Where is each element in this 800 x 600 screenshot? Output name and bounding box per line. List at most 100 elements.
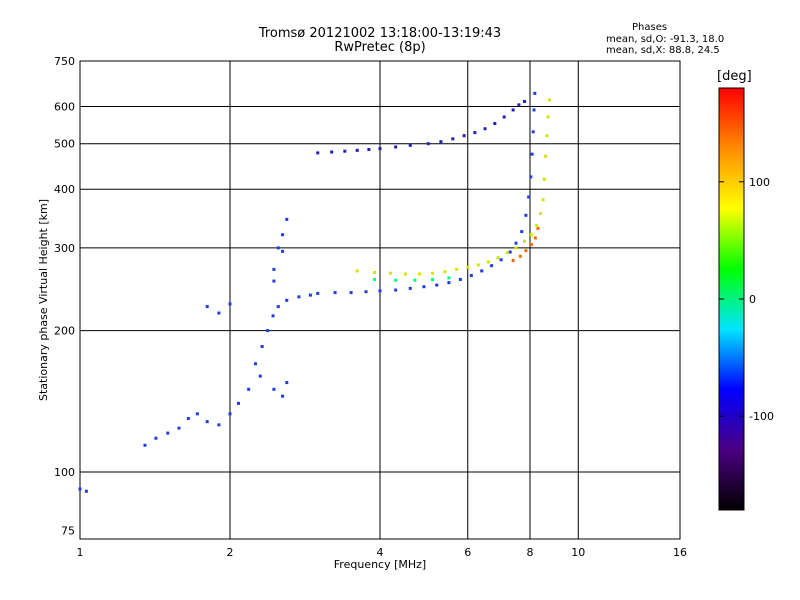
colorbar-tick-label: 100 — [749, 176, 770, 189]
y-tick-label: 75 — [61, 525, 75, 538]
chart-title: Tromsø 20121002 13:18:00-13:19:43 — [258, 26, 502, 41]
data-point — [455, 267, 459, 271]
data-point — [529, 233, 533, 237]
y-tick-label: 100 — [54, 466, 75, 479]
data-point — [518, 254, 522, 258]
data-point — [480, 269, 484, 273]
colorbar-tick-label: 0 — [749, 293, 756, 306]
data-point — [195, 412, 199, 416]
data-point — [546, 115, 550, 119]
data-point — [394, 145, 398, 149]
data-point — [143, 443, 147, 447]
data-point — [431, 277, 435, 281]
chart-subtitle: RwPretec (8p) — [334, 40, 426, 55]
data-point — [469, 274, 473, 278]
x-axis-label: Frequency [MHz] — [334, 558, 426, 571]
data-point — [483, 127, 487, 131]
data-point — [435, 283, 439, 287]
data-point — [524, 249, 528, 253]
data-point — [271, 314, 275, 318]
data-point — [443, 270, 447, 274]
data-point — [316, 291, 320, 295]
data-point — [514, 241, 518, 245]
data-point — [502, 115, 506, 119]
x-tick-label: 4 — [377, 546, 384, 559]
data-point — [413, 278, 417, 282]
phase-box-title: Phases — [632, 22, 668, 33]
y-tick-label: 500 — [54, 138, 75, 151]
data-point — [533, 236, 537, 240]
data-point — [373, 277, 377, 281]
data-point — [505, 251, 509, 255]
data-point — [272, 279, 276, 283]
data-point — [535, 223, 539, 227]
data-point — [403, 272, 407, 276]
colorbar-tick-label: -100 — [749, 410, 774, 423]
plot-area-frame — [79, 60, 681, 540]
data-point — [458, 277, 462, 281]
data-point — [544, 154, 548, 158]
phase-x-stats: mean, sd,X: 88.8, 24.5 — [606, 45, 720, 56]
y-tick-label: 400 — [54, 183, 75, 196]
data-point — [330, 150, 334, 154]
data-point — [511, 259, 515, 263]
data-point — [408, 286, 412, 290]
data-point — [343, 149, 347, 153]
phase-o-stats: mean, sd,O: -91.3, 18.0 — [606, 34, 725, 45]
data-point — [154, 436, 158, 440]
x-tick-label: 10 — [571, 546, 585, 559]
data-point — [496, 256, 500, 260]
data-point — [260, 345, 264, 349]
data-point — [285, 381, 289, 385]
data-point — [531, 130, 535, 134]
data-point — [355, 148, 359, 152]
colorbar-ticks: -100 0 100 — [719, 176, 774, 423]
data-point — [308, 293, 312, 297]
data-point — [493, 122, 497, 126]
data-point — [285, 298, 289, 302]
grid-lines — [80, 61, 680, 539]
data-point — [476, 263, 480, 267]
data-point — [462, 134, 466, 138]
data-point — [520, 230, 524, 234]
data-point — [539, 212, 543, 216]
data-point — [389, 271, 393, 275]
x-tick-label: 16 — [673, 546, 687, 559]
data-point — [228, 412, 232, 416]
x-tick-label: 1 — [77, 546, 84, 559]
data-point — [394, 278, 398, 282]
y-tick-label: 300 — [54, 242, 75, 255]
y-axis-label: Stationary phase Virtual Height [km] — [37, 199, 50, 401]
data-point — [367, 147, 371, 151]
data-point — [547, 98, 551, 102]
x-tick-label: 6 — [464, 546, 471, 559]
y-axis-ticks: 75 100 200 300 400 500 600 750 — [54, 55, 75, 538]
data-point — [536, 226, 540, 230]
data-point — [490, 264, 494, 268]
data-point — [355, 269, 359, 273]
data-point — [473, 131, 477, 135]
data-point — [276, 305, 280, 309]
data-point — [276, 246, 280, 250]
data-point — [529, 175, 533, 179]
x-tick-label: 8 — [527, 546, 534, 559]
x-axis-ticks: 1 2 4 6 8 10 16 — [77, 546, 688, 559]
data-point — [373, 270, 377, 274]
data-point — [177, 426, 181, 430]
data-point — [378, 147, 382, 151]
data-point — [523, 99, 527, 103]
data-point — [417, 272, 421, 276]
data-point — [545, 134, 549, 138]
data-point — [532, 108, 536, 112]
data-point — [499, 258, 503, 262]
data-point — [533, 91, 537, 95]
data-point — [439, 140, 443, 144]
data-point — [166, 431, 170, 435]
y-tick-label: 750 — [54, 55, 75, 68]
data-point — [217, 311, 221, 315]
data-point — [272, 387, 276, 391]
data-point — [514, 246, 518, 250]
data-point — [253, 362, 257, 366]
data-point — [394, 288, 398, 292]
